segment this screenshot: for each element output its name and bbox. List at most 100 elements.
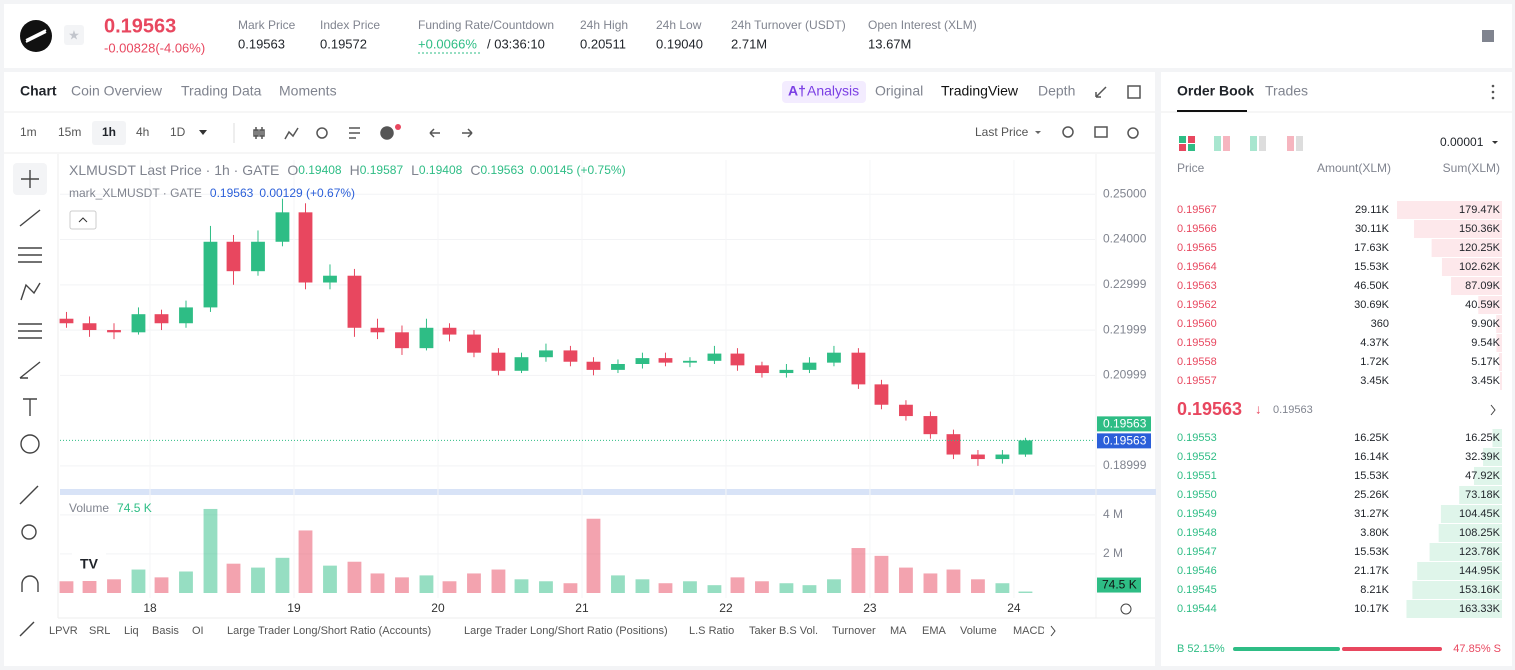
interval[interactable]: 1D — [170, 125, 186, 139]
depth-bar — [1441, 258, 1502, 276]
stat-value: 0.20511 — [580, 36, 626, 51]
candle-body — [851, 352, 866, 385]
candle-body — [563, 350, 578, 362]
crosshair-tool[interactable] — [21, 170, 39, 188]
indicator[interactable]: SRL — [89, 625, 110, 637]
indicator[interactable]: L.S Ratio — [689, 625, 734, 637]
candle-body — [539, 350, 553, 358]
volume-bar — [370, 573, 385, 593]
interval[interactable]: 1h — [102, 125, 116, 139]
indicator[interactable]: Turnover — [832, 625, 876, 637]
pane-separator[interactable] — [60, 489, 1156, 495]
logo-mark — [25, 29, 47, 43]
book-tab[interactable]: Trades — [1265, 83, 1308, 99]
book-amount: 1.72K — [1360, 356, 1389, 368]
menu[interactable] — [1491, 96, 1495, 100]
refresh-icon[interactable] — [316, 127, 328, 139]
precision[interactable]: 0.00001 — [1440, 135, 1484, 149]
indicator[interactable]: Large Trader Long/Short Ratio (Accounts) — [227, 625, 431, 637]
template-icon[interactable] — [349, 127, 360, 139]
book-amount: 16.25K — [1354, 432, 1390, 444]
stat-value: 0.19040 — [656, 36, 703, 51]
gear-icon[interactable] — [1127, 127, 1139, 139]
book-price: 0.19558 — [1177, 356, 1217, 368]
mode[interactable] — [1179, 136, 1186, 143]
book-sum: 9.54K — [1471, 337, 1500, 349]
search-icon[interactable] — [1062, 126, 1074, 138]
more-arrow[interactable] — [1490, 404, 1496, 416]
book-price: 0.19564 — [1177, 261, 1217, 273]
depth-bar — [1429, 543, 1502, 561]
chart-tab[interactable]: Trading Data — [181, 83, 262, 99]
indicator[interactable]: MACD — [1013, 625, 1045, 637]
undo-redo[interactable] — [429, 128, 473, 138]
indicator[interactable]: Basis — [152, 625, 179, 637]
candle-body — [635, 358, 650, 364]
collapse-btn[interactable] — [69, 210, 97, 230]
depth-bar — [1397, 201, 1502, 219]
mode[interactable] — [1250, 136, 1257, 151]
ruler-tool[interactable] — [19, 485, 39, 505]
candle-body — [827, 352, 841, 363]
fib-tool[interactable] — [18, 323, 42, 339]
mode[interactable] — [1214, 136, 1221, 151]
window-icon[interactable] — [1127, 85, 1141, 99]
interval[interactable]: 1m — [20, 125, 37, 139]
volume-bar — [442, 581, 457, 593]
chart-tab[interactable]: Moments — [279, 83, 337, 99]
interval[interactable]: 4h — [136, 125, 149, 139]
mid-arrow: ↓ — [1255, 401, 1262, 416]
view-tab[interactable]: Original — [875, 83, 923, 99]
axis-settings[interactable] — [1120, 603, 1132, 615]
mid-price: 0.19563 — [1177, 399, 1242, 419]
brush-tool[interactable] — [19, 361, 41, 379]
indicator[interactable]: LPVR — [49, 625, 78, 637]
line-tool[interactable] — [19, 209, 41, 227]
x-tick-label: 21 — [575, 601, 589, 615]
indicator-bar: LPVR SRL Liq Basis OI Large Trader Long/Short… — [49, 625, 1045, 637]
indicator[interactable]: Large Trader Long/Short Ratio (Positions… — [464, 625, 668, 637]
volume-bar — [899, 567, 913, 593]
settings-icon[interactable] — [1482, 30, 1494, 42]
toolbar-icons — [253, 85, 1141, 140]
camera-icon[interactable] — [1094, 126, 1108, 138]
pattern-tool[interactable] — [20, 282, 41, 301]
view-tab[interactable]: Analysis — [807, 83, 859, 99]
depth-bar — [1414, 220, 1502, 238]
indicator[interactable]: OI — [192, 625, 204, 637]
indicator[interactable]: MA — [890, 625, 907, 637]
magnet-tool[interactable] — [21, 575, 39, 592]
volume-bar — [971, 579, 985, 593]
pen-tool[interactable] — [19, 621, 35, 637]
interval[interactable]: 15m — [58, 125, 81, 139]
mode[interactable] — [1287, 136, 1294, 151]
scroll-right[interactable] — [1050, 625, 1056, 637]
book-tab[interactable]: Order Book — [1177, 83, 1254, 99]
candle-icon[interactable] — [253, 127, 265, 139]
indicator-icon[interactable] — [284, 127, 299, 140]
book-price: 0.19563 — [1177, 280, 1217, 292]
view-tab[interactable]: TradingView — [941, 83, 1019, 99]
indicator[interactable]: Volume — [960, 625, 997, 637]
zoom-tool[interactable] — [21, 524, 37, 540]
view-tab[interactable]: Depth — [1038, 83, 1075, 99]
book-amount: 16.14K — [1354, 451, 1390, 463]
text-tool[interactable] — [23, 398, 37, 416]
expand-icon[interactable] — [1095, 86, 1107, 98]
indicator[interactable]: Taker B.S Vol. — [749, 625, 818, 637]
depth-bar — [1498, 353, 1502, 371]
mark-price-label: 0.19563 — [1103, 434, 1147, 448]
favorite[interactable] — [64, 25, 84, 45]
channel-tool[interactable] — [18, 247, 42, 263]
chart-tab[interactable]: Coin Overview — [71, 83, 163, 99]
book-amount: 25.26K — [1354, 489, 1390, 501]
chart-tab[interactable]: Chart — [20, 83, 57, 99]
price-type[interactable]: Last Price — [975, 125, 1029, 139]
book-sum: 87.09K — [1465, 280, 1501, 292]
book-sum: 104.45K — [1459, 508, 1501, 520]
emoji-tool[interactable] — [20, 434, 40, 454]
column-header: Sum(XLM) — [1443, 161, 1500, 175]
indicator[interactable]: EMA — [922, 625, 947, 637]
indicator[interactable]: Liq — [124, 625, 139, 637]
add-icon[interactable] — [380, 126, 394, 140]
